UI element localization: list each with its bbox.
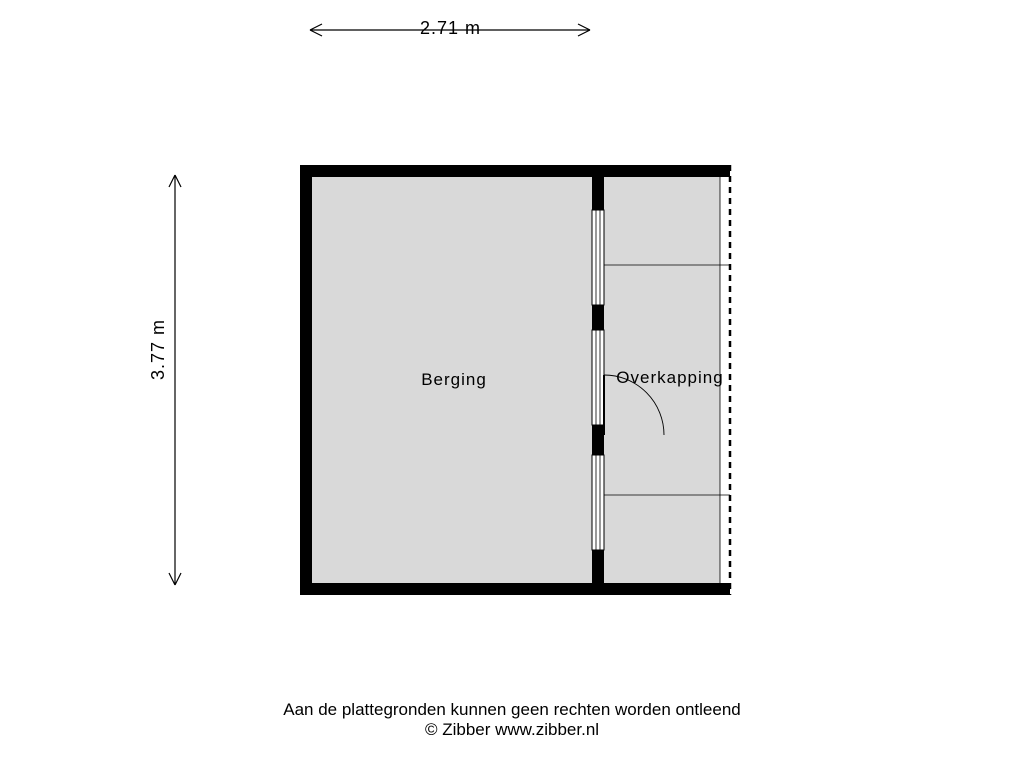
footer: Aan de plattegronden kunnen geen rechten…: [0, 700, 1024, 740]
footer-line2: © Zibber www.zibber.nl: [425, 720, 599, 739]
footer-line1: Aan de plattegronden kunnen geen rechten…: [283, 700, 740, 719]
berging-label: Berging: [421, 370, 487, 390]
overkapping-label: Overkapping: [616, 368, 723, 388]
inner-wall-windows: [592, 210, 604, 550]
floorplan-container: 2.71 m 3.77 m Berging Overkapping Aan de…: [0, 0, 1024, 768]
dim-left: [169, 175, 181, 585]
dim-width-label: 2.71 m: [420, 18, 481, 39]
dim-height-label: 3.77 m: [148, 319, 169, 380]
floorplan-svg: [0, 0, 1024, 768]
